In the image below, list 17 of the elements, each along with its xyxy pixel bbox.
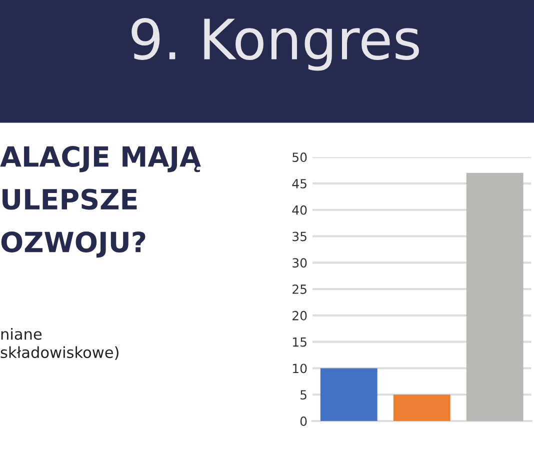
y-tick-label: 10 <box>292 364 307 374</box>
chart-title: 9. Kongres <box>132 18 419 71</box>
y-tick-label: 45 <box>292 179 306 188</box>
bar <box>320 368 378 422</box>
y-tick-label: 35 <box>292 232 306 242</box>
text: ALACJE MAJĄ ULEPSZE OZWOJU? <box>0 146 201 258</box>
y-tick-label: 25 <box>292 284 306 294</box>
text: niane składowiskowe) <box>0 328 118 360</box>
y-tick-label: 30 <box>292 258 307 268</box>
y-tick-label: 5 <box>300 390 306 400</box>
y-tick-label: 50 <box>292 152 307 162</box>
y-tick-label: 40 <box>292 205 307 215</box>
bar <box>466 172 524 422</box>
bar <box>393 394 450 422</box>
y-tick-label: 0 <box>300 416 307 426</box>
y-tick-label: 15 <box>292 337 306 347</box>
y-tick-label: 20 <box>292 310 307 320</box>
